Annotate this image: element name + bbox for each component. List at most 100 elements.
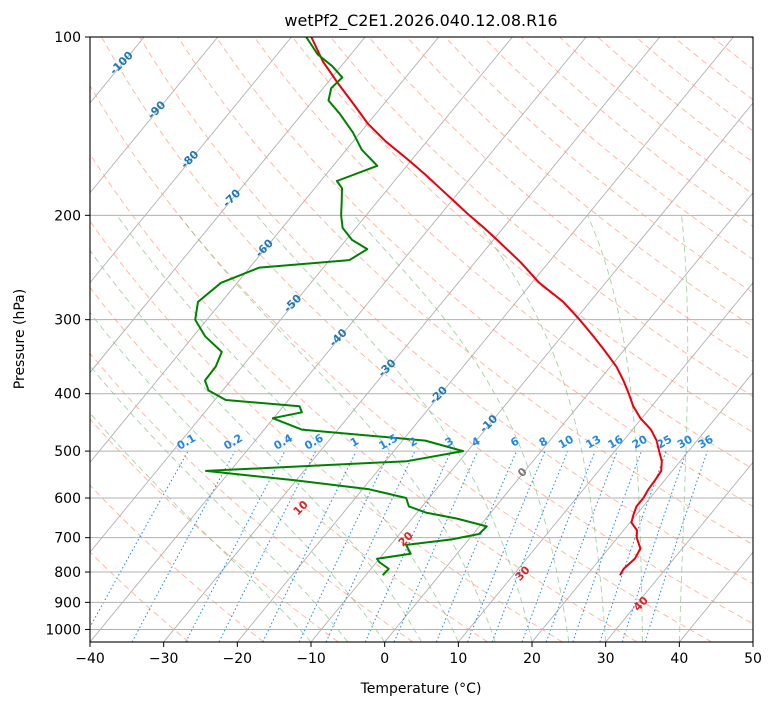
mixing-ratio-line: [521, 450, 596, 642]
dry-adiabat-line: [90, 84, 712, 642]
mixing-ratio-label: 20: [630, 432, 650, 451]
moist-adiabat-line: [178, 215, 496, 642]
y-tick-label: 200: [54, 208, 81, 224]
mixing-ratio-line: [298, 450, 391, 642]
mixing-ratio-label: 30: [675, 432, 695, 451]
x-tick-label: −40: [75, 651, 105, 667]
dry-adiabat-line: [177, 37, 753, 546]
x-tick-label: 30: [597, 651, 615, 667]
chart-title: wetPf2_C2E1.2026.040.12.08.R16: [284, 11, 557, 31]
dry-adiabat-line: [711, 37, 753, 70]
dry-adiabat-line: [330, 37, 753, 398]
x-tick-label: 20: [523, 651, 541, 667]
dry-adiabat-line: [750, 37, 753, 40]
x-tick-label: 10: [449, 651, 467, 667]
isotherm-line: [236, 37, 734, 642]
dry-adiabat-line: [673, 37, 753, 101]
mixing-ratio-line: [621, 450, 688, 642]
dry-adiabat-line: [292, 37, 753, 433]
y-tick-label: 500: [54, 444, 81, 460]
dry-adiabat-line: [90, 153, 638, 642]
mixing-ratio-label: 6: [508, 434, 521, 449]
x-tick-label: 0: [380, 651, 389, 667]
mixing-ratio-label: 16: [606, 432, 626, 451]
y-tick-label: 300: [54, 313, 81, 329]
dry-adiabat-line: [90, 418, 339, 642]
mixing-ratio-label: 10: [556, 432, 576, 451]
y-axis-label: Pressure (hPa): [12, 289, 28, 389]
mixing-ratio-label: 3: [443, 435, 456, 450]
pressure-grid: [90, 36, 753, 630]
mixing-ratio-line: [393, 450, 479, 642]
y-tick-label: 800: [54, 565, 81, 581]
isotherm-line: [605, 461, 753, 642]
moist-adiabat-line: [116, 215, 459, 642]
mixing-ratio-line: [364, 450, 452, 642]
profile-series: [194, 37, 663, 576]
isotherm-line: [457, 281, 753, 642]
isotherm-line: [0, 37, 70, 642]
dry-adiabat-line: [90, 352, 414, 642]
dry-adiabat-line: [444, 37, 753, 294]
isotherm-line: [678, 551, 753, 642]
dry-adiabat-line: [559, 37, 753, 195]
dry-adiabat-label: 20: [396, 529, 416, 549]
mixing-ratio-label: 2: [407, 435, 420, 450]
x-axis-label: Temperature (°C): [360, 681, 482, 697]
isotherm-line: [90, 37, 366, 374]
moist-adiabat-line: [90, 365, 349, 642]
moist-adiabat-line: [90, 249, 422, 642]
moist-adiabat-line: [678, 215, 689, 642]
temperature-line: [310, 37, 663, 576]
y-tick-label: 900: [54, 595, 81, 611]
isotherm-line: [90, 37, 292, 284]
moist-adiabat-line: [90, 311, 386, 642]
dry-adiabat-line: [368, 37, 753, 362]
mixing-ratio-line: [262, 450, 357, 642]
y-tick-label: 400: [54, 387, 81, 403]
mixing-ratio-line: [491, 450, 569, 642]
dry-adiabat-line: [90, 484, 264, 642]
plot-frame: [89, 36, 754, 643]
dry-adiabat-line: [90, 551, 190, 642]
x-tick-label: −10: [296, 651, 326, 667]
mixing-ratio-line: [90, 450, 189, 629]
isotherm-line: [90, 37, 513, 553]
isotherm-line: [163, 37, 661, 642]
mixing-ratio-line: [185, 450, 286, 642]
isotherm-line: [531, 371, 753, 642]
isotherm-line: [90, 37, 587, 642]
dry-adiabat-label: 10: [291, 498, 311, 518]
mixing-ratio-line: [572, 450, 642, 642]
x-tick-label: 40: [670, 651, 688, 667]
x-tick-label: 50: [744, 651, 762, 667]
background-lines: [0, 37, 753, 642]
mixing-ratio-label: 1: [348, 435, 361, 450]
mixing-ratio-label: 1.5: [377, 432, 400, 453]
y-tick-label: 1000: [45, 622, 81, 638]
moist-adiabat-line: [470, 215, 607, 642]
isotherm-line: [90, 37, 219, 194]
mixing-ratio-label: 13: [583, 433, 603, 452]
isotherm-line: [310, 102, 753, 642]
mixing-ratio-label: 8: [537, 435, 550, 450]
moist-adiabat-line: [256, 215, 533, 642]
mixing-ratio-line: [435, 450, 517, 642]
mixing-ratio-line: [644, 450, 708, 642]
isotherm-label: -100: [107, 48, 136, 77]
dry-adiabat-line: [90, 220, 563, 642]
mixing-ratio-line: [218, 450, 317, 642]
dry-adiabat-line: [253, 37, 753, 470]
x-tick-label: −30: [149, 651, 179, 667]
moist-adiabat-line: [587, 215, 643, 642]
mixing-ratio-line: [131, 450, 236, 642]
x-tick-label: −20: [223, 651, 253, 667]
x-axis-ticks: −40 −30 −20 −10 0 10 20 30 40 50: [75, 642, 762, 667]
y-tick-label: 600: [54, 491, 81, 507]
isotherm-line: [752, 641, 753, 642]
y-tick-label: 700: [54, 531, 81, 547]
isotherm-line: [384, 192, 753, 642]
dry-adiabat-label: 40: [631, 594, 651, 614]
mixing-ratio-line: [467, 450, 546, 642]
